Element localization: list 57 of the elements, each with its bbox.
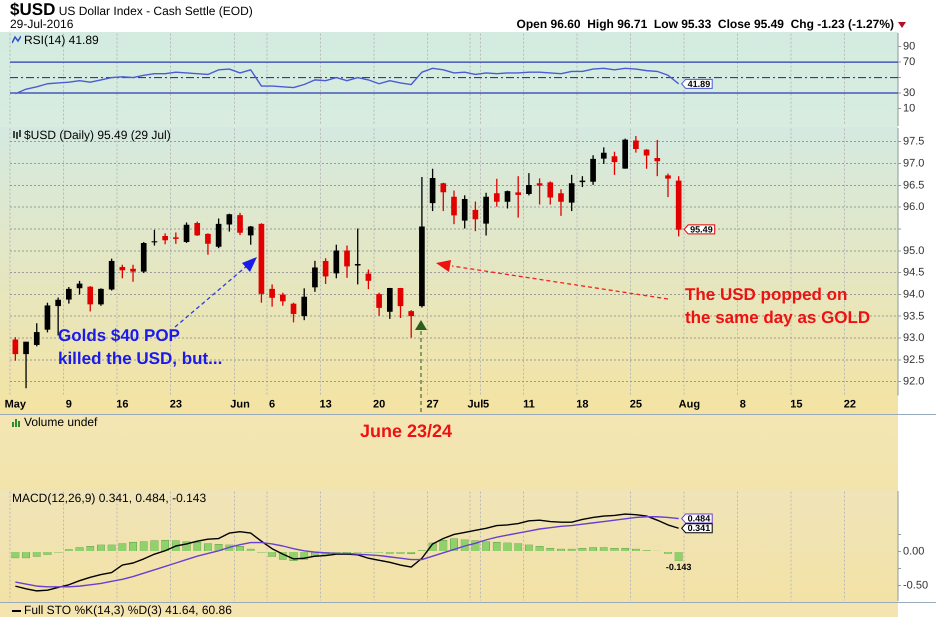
x-tick-label: 6 bbox=[269, 398, 276, 410]
text: Volume undef bbox=[24, 415, 98, 429]
data-label: 41.89 bbox=[688, 78, 710, 89]
x-tick-label: Jun bbox=[230, 398, 250, 410]
candlestick bbox=[612, 151, 618, 176]
x-tick-label: 25 bbox=[630, 398, 642, 410]
x-tick-label: Jul bbox=[467, 398, 484, 410]
x-tick-label: 9 bbox=[66, 398, 72, 410]
x-tick-label: Aug bbox=[678, 398, 700, 410]
y-tick-label: 92.0 bbox=[903, 376, 924, 388]
data-label: 0.484 bbox=[688, 514, 710, 524]
y-tick-label: 96.0 bbox=[903, 201, 924, 214]
y-tick-label: 95.0 bbox=[903, 244, 924, 257]
data-label: 0.341 bbox=[688, 523, 710, 534]
y-tick-label: 97.0 bbox=[903, 158, 924, 170]
annotation: The USD popped on the same day as GOLD bbox=[685, 284, 870, 329]
y-tick-label: 97.5 bbox=[903, 136, 924, 148]
y-tick-label: 0.00 bbox=[903, 545, 924, 558]
candlestick bbox=[644, 148, 650, 170]
text: June 23/24 bbox=[360, 421, 452, 442]
candlestick bbox=[184, 222, 190, 244]
x-tick-label: 18 bbox=[576, 398, 589, 410]
text: Open 96.60 High 96.71 Low 95.33 Close 95.49 Chg -1.23 (-1.27%) bbox=[516, 17, 894, 31]
annotation: Golds $40 POP killed the USD, but... bbox=[58, 325, 222, 370]
x-tick-label: 11 bbox=[523, 398, 535, 410]
chart-title: $USD (Daily) 95.49 (29 Jul) bbox=[24, 128, 171, 142]
chart-title: MACD(12,26,9) 0.341, 0.484, -0.143 bbox=[12, 491, 206, 505]
y-tick-label: 94.5 bbox=[903, 266, 924, 279]
x-tick-label: 5 bbox=[483, 398, 490, 410]
text: 95.49 bbox=[690, 224, 713, 234]
data-label: -0.143 bbox=[666, 562, 692, 572]
candlestick bbox=[504, 190, 510, 210]
x-tick-label: 8 bbox=[740, 398, 746, 410]
x-tick-label: 22 bbox=[844, 398, 856, 410]
y-tick-label: 93.5 bbox=[903, 310, 924, 322]
y-tick-label: -0.50 bbox=[903, 579, 928, 592]
chart-title: RSI(14) 41.89 bbox=[24, 33, 99, 47]
y-tick-label: 10 bbox=[903, 102, 916, 114]
y-tick-label: 92.5 bbox=[903, 354, 924, 366]
y-tick-label: 30 bbox=[903, 87, 916, 100]
candlestick bbox=[290, 302, 296, 324]
x-tick-label: 27 bbox=[426, 398, 439, 410]
x-tick-label: 13 bbox=[319, 398, 332, 410]
x-tick-label: 20 bbox=[372, 398, 386, 410]
x-tick-label: 16 bbox=[116, 398, 128, 410]
y-tick-label: 96.5 bbox=[903, 179, 924, 192]
x-tick-label: May bbox=[4, 398, 27, 410]
candlestick bbox=[237, 212, 243, 236]
y-tick-label: 90 bbox=[903, 40, 916, 53]
x-tick-label: 23 bbox=[170, 398, 182, 410]
text: $USD US Dollar Index - Cash Settle (EOD) bbox=[10, 0, 253, 19]
text: Full STO %K(14,3) %D(3) 41.64, 60.86 bbox=[24, 603, 232, 617]
x-tick-label: 15 bbox=[790, 398, 802, 410]
text: 29-Jul-2016 bbox=[10, 17, 74, 31]
y-tick-label: 93.0 bbox=[903, 332, 924, 344]
y-tick-label: 70 bbox=[903, 56, 916, 68]
y-tick-label: 94.0 bbox=[903, 288, 924, 300]
